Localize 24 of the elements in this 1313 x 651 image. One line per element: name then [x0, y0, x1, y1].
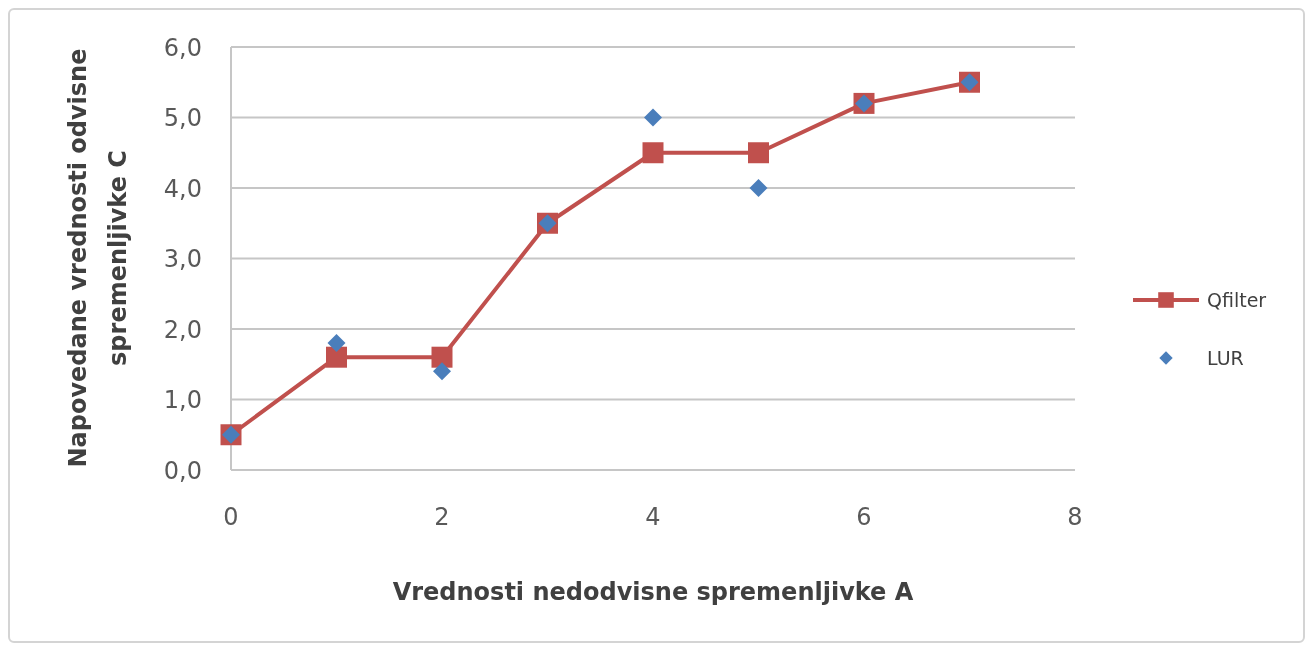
legend-label: Qfilter	[1207, 289, 1267, 311]
y-tick-label: 5,0	[163, 104, 202, 133]
point	[433, 362, 451, 381]
point	[327, 334, 346, 353]
x-tick-label: 2	[434, 503, 450, 532]
point	[642, 142, 664, 164]
y-tick-label: 1,0	[163, 386, 202, 415]
y-tick-label: 0,0	[163, 456, 202, 485]
legend-label: LUR	[1207, 347, 1244, 369]
x-tick-label: 6	[856, 503, 872, 532]
point	[431, 346, 453, 368]
y-axis-title: Napovedane vrednosti odvisne spremenljivke C	[63, 47, 133, 470]
x-tick-label: 0	[223, 503, 239, 532]
point	[748, 142, 769, 164]
y-tick-label: 2,0	[163, 315, 202, 344]
point	[749, 179, 768, 197]
x-tick-label: 8	[1067, 503, 1083, 532]
y-tick-label: 6,0	[163, 33, 202, 62]
x-axis-title: Vrednosti nedodvisne spremenljivke A	[392, 578, 914, 606]
x-tick-label: 4	[645, 503, 661, 532]
y-tick-label: 3,0	[163, 245, 202, 274]
point	[644, 108, 662, 127]
y-tick-label: 4,0	[163, 174, 202, 203]
point	[326, 346, 347, 368]
